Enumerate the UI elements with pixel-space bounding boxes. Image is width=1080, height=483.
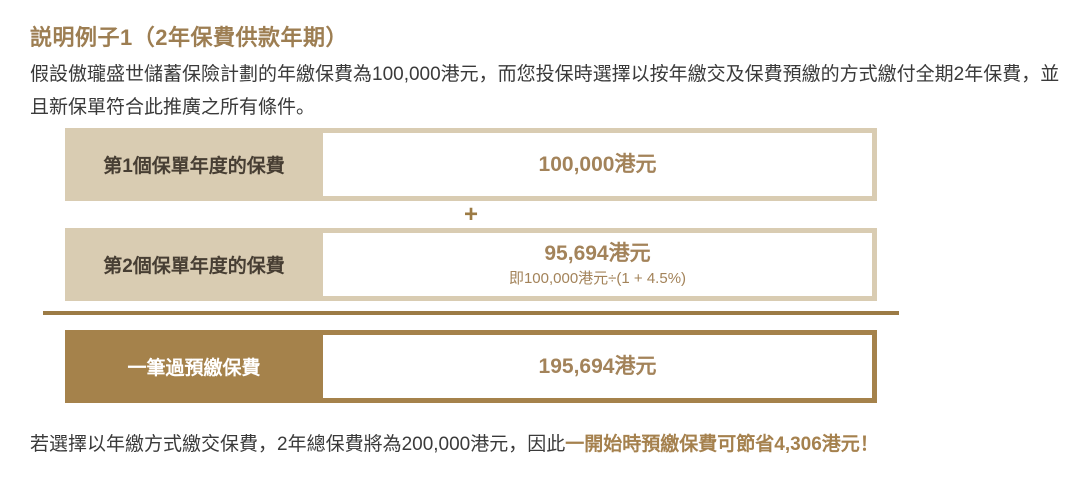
plus-operator: + [463, 200, 478, 228]
row-label-year2: 第2個保單年度的保費 [103, 256, 285, 277]
table-row-year1: 第1個保單年度的保費 100,000港元 [65, 128, 877, 201]
row-value-box-year1: 100,000港元 [323, 133, 872, 196]
row-value-year2: 95,694港元 [544, 241, 651, 265]
premium-table: 第1個保單年度的保費 100,000港元 + 第2個保單年度的保費 95,694… [43, 128, 899, 403]
page-title: 説明例子1（2年保費供款年期） [30, 25, 348, 50]
row-value-note-year2: 即100,000港元÷(1 + 4.5%) [508, 269, 687, 287]
footer-highlight: 一開始時預繳保費可節省4,306港元！ [565, 434, 879, 455]
row-value-box-year2: 95,694港元 即100,000港元÷(1 + 4.5%) [323, 233, 872, 296]
row-label-total: 一筆過預繳保費 [127, 358, 261, 379]
row-value-box-total: 195,694港元 [323, 335, 872, 398]
table-row-total: 一筆過預繳保費 195,694港元 [65, 330, 877, 403]
row-value-year1: 100,000港元 [538, 152, 657, 176]
row-value-total: 195,694港元 [538, 354, 657, 378]
footer-text: 若選擇以年繳方式繳交保費，2年總保費將為200,000港元，因此一開始時預繳保費… [30, 430, 1060, 460]
row-label-year1: 第1個保單年度的保費 [103, 156, 285, 177]
equals-divider [43, 311, 899, 315]
table-row-year2: 第2個保單年度的保費 95,694港元 即100,000港元÷(1 + 4.5%… [65, 228, 877, 301]
footer-plain-text: 若選擇以年繳方式繳交保費，2年總保費將為200,000港元，因此 [30, 434, 566, 455]
intro-text: 假設傲瓏盛世儲蓄保險計劃的年繳保費為100,000港元，而您投保時選擇以按年繳交… [30, 64, 1060, 118]
